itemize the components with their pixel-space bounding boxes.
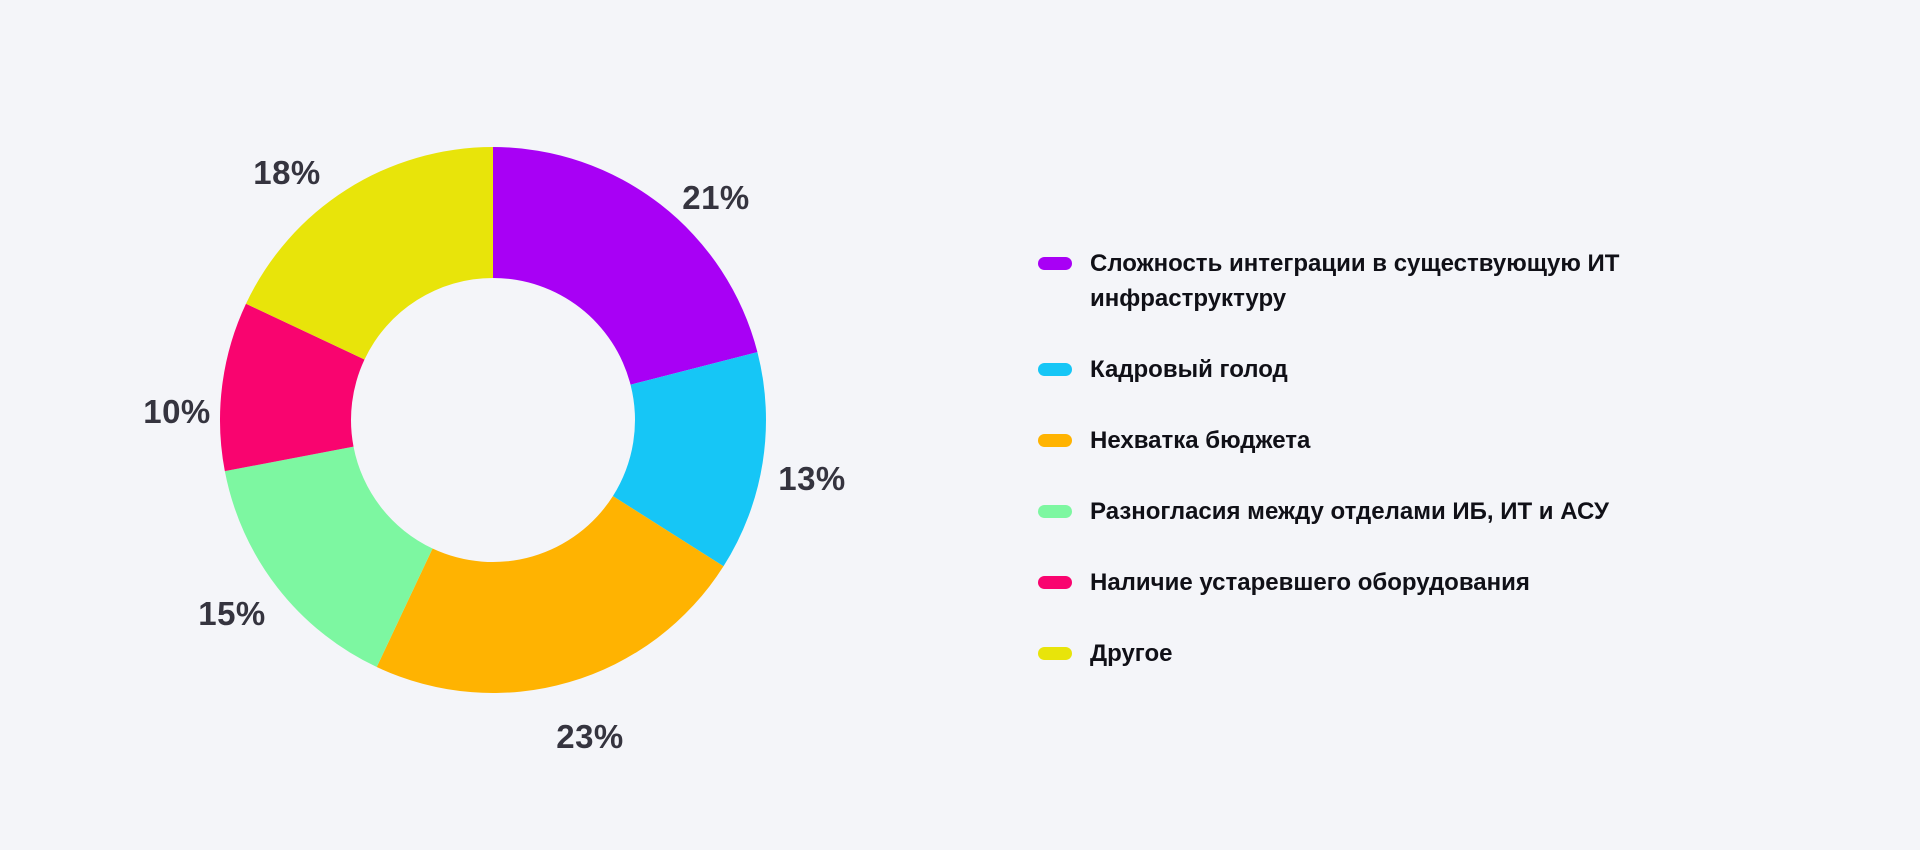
legend-swatch-icon (1038, 363, 1072, 376)
legend-label: Сложность интеграции в существующую ИТ и… (1090, 250, 1620, 312)
pie-slice-5 (220, 303, 365, 472)
legend-swatch-icon (1038, 576, 1072, 589)
legend-label: Кадровый голод (1090, 356, 1288, 383)
legend-item-6: Другое (1038, 636, 1635, 671)
slice-percent-label-3: 23% (556, 718, 624, 755)
legend: Сложность интеграции в существующую ИТ и… (1038, 246, 1635, 671)
pie-slice-3 (376, 496, 724, 694)
pie-slice-2 (612, 352, 766, 567)
slice-percent-label-5: 10% (143, 393, 211, 430)
legend-label: Наличие устаревшего оборудования (1090, 569, 1530, 596)
slice-percent-label-2: 13% (778, 460, 846, 497)
legend-item-2: Кадровый голод (1038, 352, 1635, 387)
legend-swatch-icon (1038, 505, 1072, 518)
pie-slice-1 (493, 147, 758, 385)
legend-item-4: Разногласия между отделами ИБ, ИТ и АСУ (1038, 494, 1635, 529)
pie-slice-6 (245, 147, 493, 360)
slice-percent-label-6: 18% (253, 154, 321, 191)
legend-label: Другое (1090, 640, 1173, 667)
legend-swatch-icon (1038, 434, 1072, 447)
legend-swatch-icon (1038, 647, 1072, 660)
legend-item-3: Нехватка бюджета (1038, 423, 1635, 458)
legend-label: Нехватка бюджета (1090, 427, 1311, 454)
pie-slice-4 (224, 446, 433, 668)
legend-item-5: Наличие устаревшего оборудования (1038, 565, 1635, 600)
legend-swatch-icon (1038, 257, 1072, 270)
slice-percent-label-4: 15% (198, 595, 266, 632)
legend-label: Разногласия между отделами ИБ, ИТ и АСУ (1090, 498, 1609, 525)
legend-item-1: Сложность интеграции в существующую ИТ и… (1038, 246, 1635, 316)
slice-percent-label-1: 21% (682, 179, 750, 216)
